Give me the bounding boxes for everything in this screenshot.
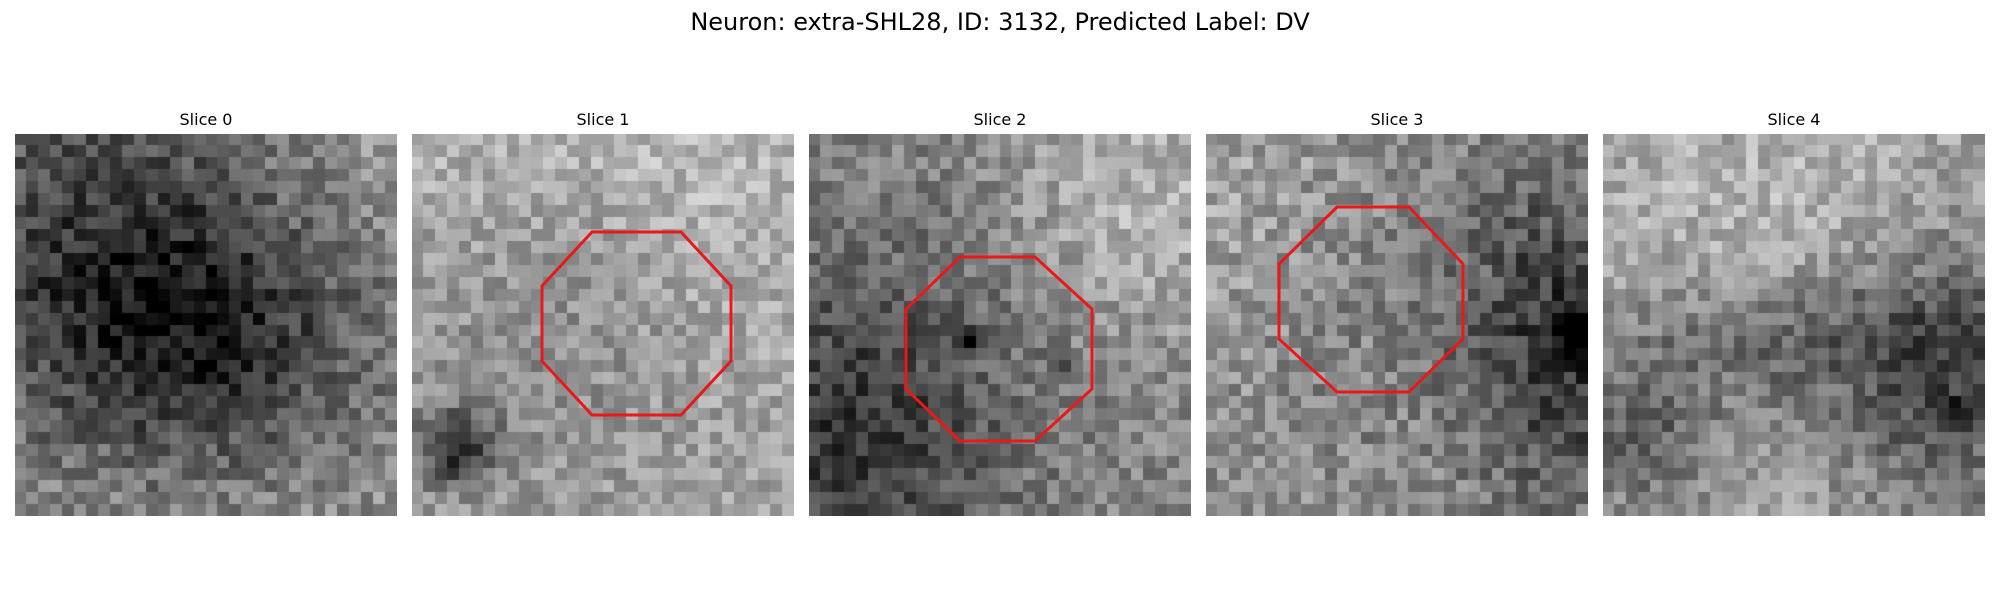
slice-title-3: Slice 3	[1370, 110, 1424, 129]
slice-panel-2: Slice 2	[809, 108, 1191, 516]
slice-title-0: Slice 0	[179, 110, 233, 129]
slice-panel-3: Slice 3	[1206, 108, 1588, 516]
slice-image-3	[1206, 134, 1588, 516]
slice-panel-4: Slice 4	[1603, 108, 1985, 516]
slice-image-1	[412, 134, 794, 516]
slice-title-4: Slice 4	[1767, 110, 1821, 129]
slice-image-0	[15, 134, 397, 516]
figure-title: Neuron: extra-SHL28, ID: 3132, Predicted…	[690, 8, 1310, 36]
slice-panel-0: Slice 0	[15, 108, 397, 516]
slice-panel-1: Slice 1	[412, 108, 794, 516]
slice-image-4	[1603, 134, 1985, 516]
slice-title-1: Slice 1	[576, 110, 630, 129]
slice-title-2: Slice 2	[973, 110, 1027, 129]
slice-image-2	[809, 134, 1191, 516]
